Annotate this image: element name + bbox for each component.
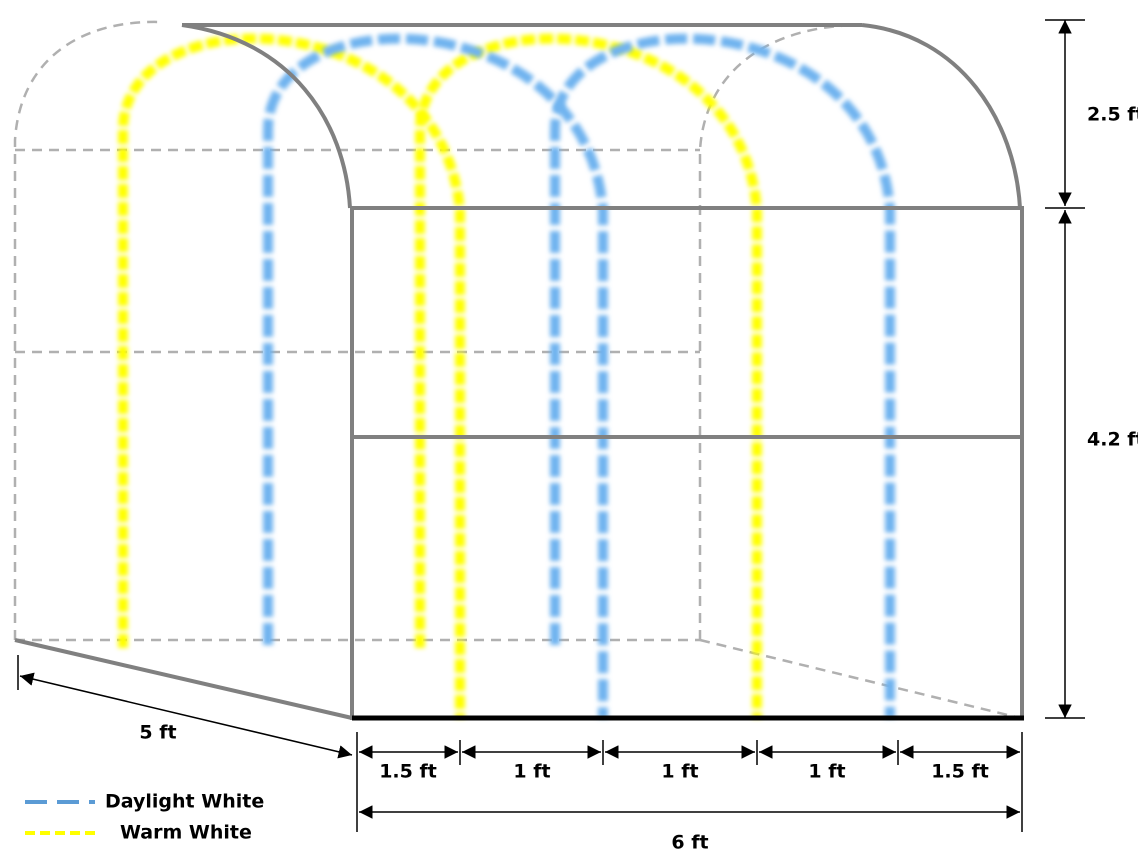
legend: Daylight White Warm White (25, 791, 264, 844)
legend-label: Daylight White (105, 791, 264, 813)
dimension-label: 4.2 ft (1087, 429, 1138, 451)
dimension-label: 1 ft (661, 761, 698, 783)
dimension-label: 1.5 ft (931, 761, 989, 783)
legend-label: Warm White (120, 822, 252, 844)
dimensions (17, 19, 1085, 832)
back-frame (13, 20, 1021, 720)
dimension-label: 6 ft (671, 832, 708, 854)
lights (118, 33, 895, 718)
dimension-label: 1 ft (808, 761, 845, 783)
dimension-label: 1.5 ft (379, 761, 437, 783)
front-frame (14, 23, 1024, 721)
dimension-label: 1 ft (513, 761, 550, 783)
dimension-label: 2.5 ft (1087, 104, 1138, 126)
dimension-label: 5 ft (139, 722, 176, 744)
